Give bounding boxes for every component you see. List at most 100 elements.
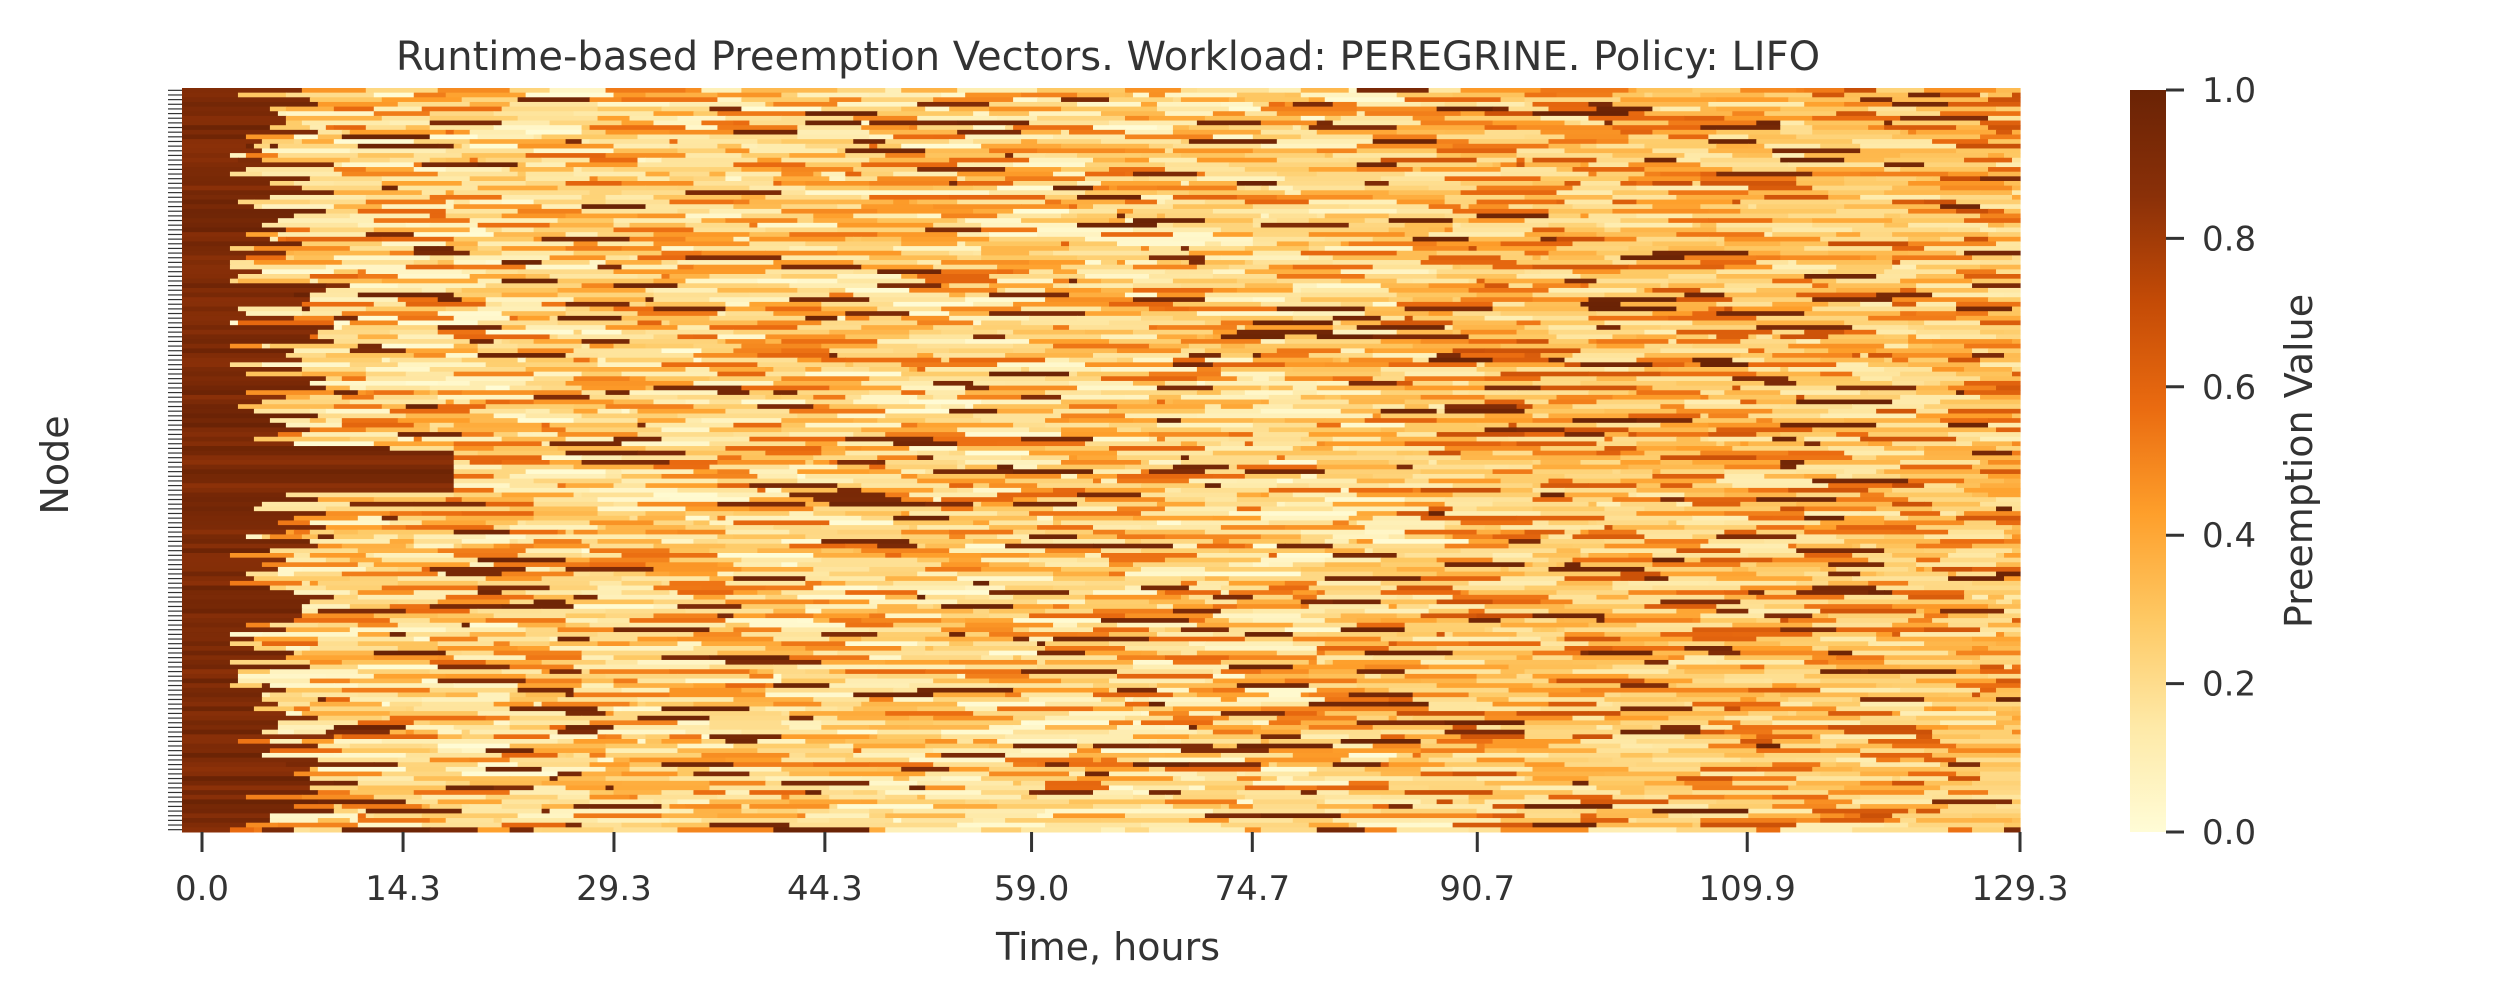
heatmap-cell: [861, 427, 958, 433]
heatmap-cell: [1788, 618, 1837, 624]
heatmap-cell: [1836, 385, 1917, 391]
heatmap-cell: [645, 343, 695, 349]
heatmap-cell: [813, 404, 830, 410]
heatmap-cell: [445, 306, 479, 312]
heatmap-cell: [1924, 483, 1957, 489]
heatmap-cell: [1476, 529, 1502, 535]
heatmap-cell: [1013, 501, 1078, 507]
heatmap-cell: [1101, 334, 1158, 340]
heatmap-cell: [1844, 515, 1885, 521]
heatmap-cell: [357, 632, 391, 638]
heatmap-cell: [1756, 636, 1821, 642]
heatmap-cell: [1980, 664, 2005, 670]
heatmap-cell: [485, 748, 535, 754]
heatmap-cell: [309, 334, 319, 340]
heatmap-cell: [1988, 222, 2005, 228]
heatmap-cell: [493, 232, 567, 238]
heatmap-cell: [525, 367, 591, 373]
heatmap-cell: [629, 222, 687, 228]
heatmap-cell: [1980, 260, 2021, 266]
heatmap-cell: [597, 115, 631, 122]
heatmap-cell: [509, 506, 599, 512]
heatmap-cell: [789, 711, 886, 717]
heatmap-cell: [1276, 111, 1358, 117]
heatmap-cell: [1444, 446, 1542, 452]
heatmap-cell: [1260, 506, 1334, 512]
heatmap-cell: [229, 641, 263, 647]
heatmap-cell: [517, 208, 583, 215]
heatmap-cell: [581, 455, 623, 461]
heatmap-cell: [1620, 627, 1693, 633]
heatmap-cell: [182, 139, 263, 145]
heatmap-cell: [605, 325, 679, 331]
heatmap-cell: [1316, 148, 1358, 154]
heatmap-cell: [1005, 543, 1094, 549]
heatmap-cell: [253, 260, 343, 266]
heatmap-cell: [1172, 125, 1190, 131]
heatmap-cell: [1916, 129, 1997, 135]
heatmap-cell: [277, 143, 359, 149]
heatmap-cell: [1324, 213, 1390, 219]
heatmap-cell: [1444, 720, 1526, 726]
heatmap-cell: [1388, 534, 1406, 540]
heatmap-cell: [1252, 134, 1302, 140]
heatmap-cell: [637, 422, 647, 428]
heatmap-cell: [1156, 399, 1166, 405]
heatmap-cell: [1380, 157, 1478, 163]
heatmap-cell: [541, 204, 583, 210]
heatmap-cell: [1380, 283, 1430, 289]
heatmap-cell: [941, 734, 1006, 740]
heatmap-cell: [1388, 227, 1430, 233]
heatmap-cell: [813, 213, 854, 219]
heatmap-cell: [829, 348, 894, 354]
heatmap-cell: [677, 148, 727, 154]
heatmap-cell: [1476, 436, 1510, 442]
heatmap-cell: [1404, 534, 1446, 540]
heatmap-cell: [1548, 557, 1574, 563]
heatmap-cell: [1204, 171, 1278, 177]
heatmap-cell: [693, 353, 758, 359]
heatmap-cell: [997, 492, 1078, 498]
heatmap-cell: [2004, 222, 2021, 228]
heatmap-cell: [565, 311, 639, 317]
heatmap-cell: [1124, 394, 1150, 401]
heatmap-cell: [1140, 525, 1222, 531]
heatmap-cell: [1964, 236, 1989, 242]
heatmap-cell: [1276, 501, 1286, 507]
heatmap-cell: [773, 636, 830, 642]
heatmap-cell: [1260, 725, 1310, 731]
heatmap-cell: [1900, 460, 1981, 466]
heatmap-cell: [621, 315, 711, 321]
heatmap-cell: [965, 218, 1022, 224]
heatmap-cell: [445, 353, 479, 359]
heatmap-cell: [1764, 692, 1781, 698]
heatmap-cell: [1812, 129, 1901, 135]
heatmap-cell: [182, 92, 239, 98]
heatmap-cell: [1620, 478, 1717, 484]
heatmap-cell: [1924, 246, 2021, 252]
heatmap-cell: [1412, 473, 1486, 480]
heatmap-cell: [229, 171, 263, 177]
heatmap-cell: [1308, 585, 1382, 591]
heatmap-cell: [1916, 725, 1949, 731]
heatmap-cell: [629, 622, 727, 628]
heatmap-cell: [1045, 725, 1118, 731]
heatmap-cell: [829, 683, 910, 689]
heatmap-cell: [973, 139, 1022, 145]
heatmap-cell: [573, 664, 615, 670]
heatmap-cell: [1124, 213, 1158, 219]
heatmap-cell: [1788, 213, 1885, 219]
heatmap-cell: [653, 241, 750, 247]
heatmap-cell: [1436, 632, 1446, 638]
heatmap-cell: [933, 646, 1030, 652]
heatmap-cell: [1188, 181, 1238, 187]
heatmap-cell: [2012, 255, 2021, 261]
heatmap-cell: [829, 501, 926, 507]
heatmap-cell: [461, 390, 535, 396]
heatmap-cell: [1292, 594, 1318, 600]
heatmap-cell: [805, 604, 878, 610]
heatmap-cell: [1116, 473, 1214, 480]
heatmap-cell: [477, 278, 503, 284]
heatmap-cell: [1412, 692, 1470, 698]
heatmap-cell: [717, 534, 734, 540]
